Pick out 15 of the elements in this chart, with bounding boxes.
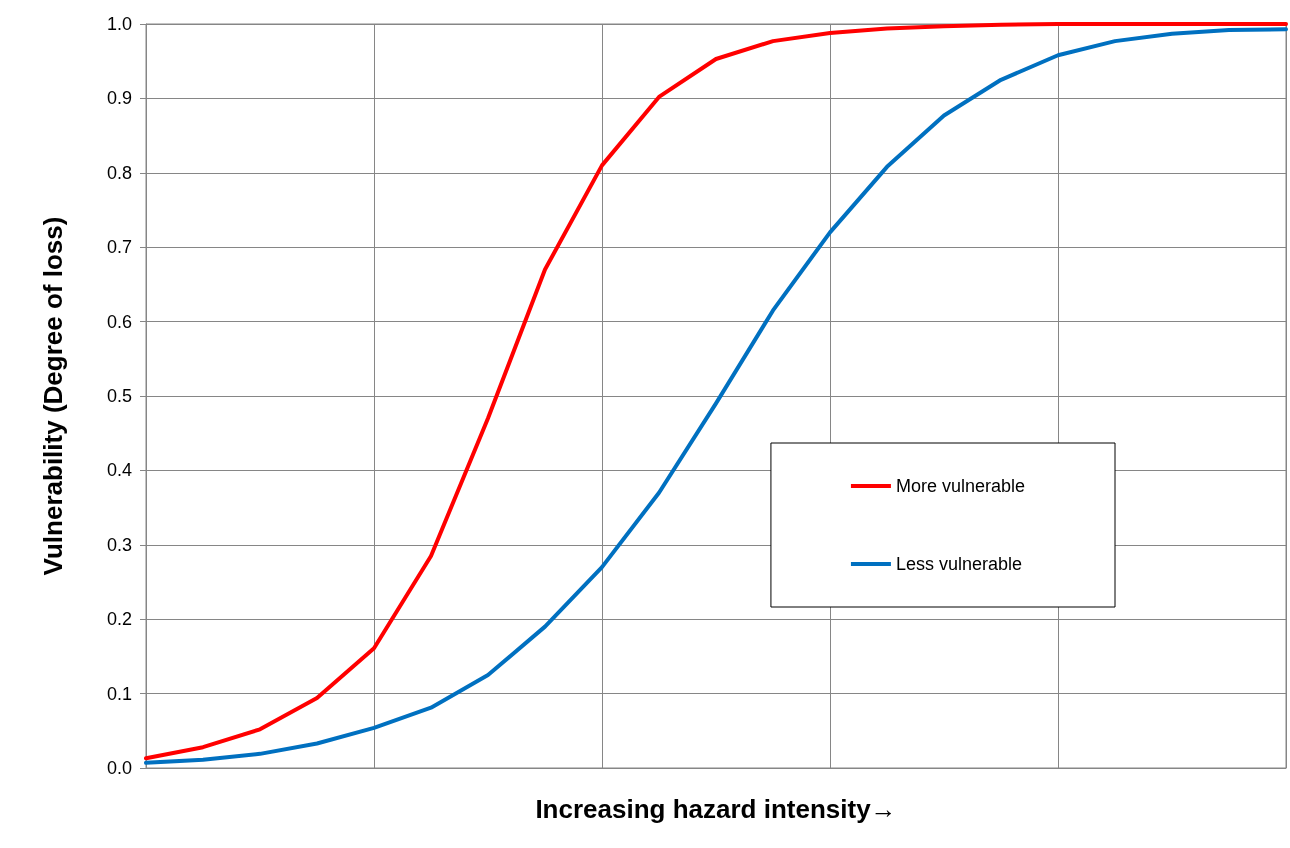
legend-label: More vulnerable [895,476,1026,496]
y-tick-label: 0.5 [106,386,132,406]
y-tick-label: 0.4 [106,460,132,481]
y-tick-label: 0.2 [106,609,132,630]
y-tick-label: 0.6 [106,311,132,332]
y-axis-title: Vulnerability (Degree of loss) [38,216,68,576]
y-tick-label: 0.3 [106,534,132,555]
legend-label: Less vulnerable [895,554,1023,574]
y-tick-label: 1.0 [106,14,132,34]
y-tick-label: 0.1 [106,683,132,704]
y-tick-label: 0.8 [106,162,132,183]
y-tick-label: 0.7 [106,237,132,258]
y-tick-label: 0.9 [106,88,132,109]
y-tick-label: 0.0 [106,758,132,778]
x-axis-title: Increasing hazard intensity→ [535,794,897,824]
